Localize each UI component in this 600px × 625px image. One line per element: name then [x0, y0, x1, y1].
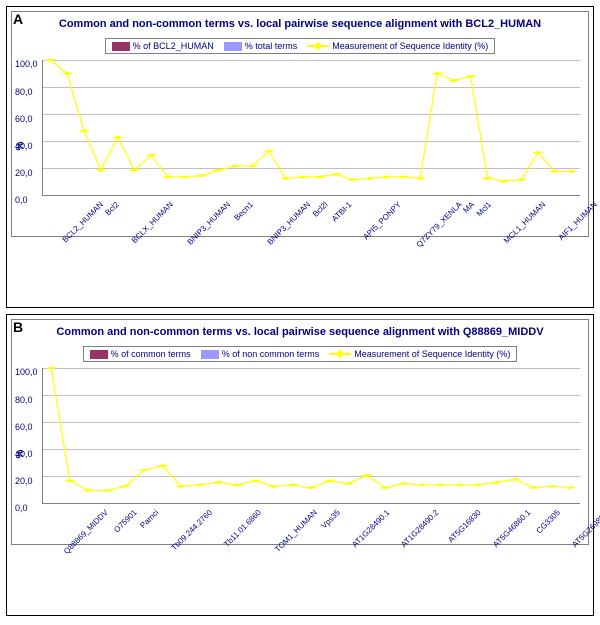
- x-label: CG3305: [534, 508, 581, 555]
- plot-b: % 0,020,040,060,080,0100,0Q88869_MIDDVO7…: [42, 368, 580, 540]
- x-labels: Q88869_MIDDVO75901PamciTb09.244.2760Tb11…: [42, 504, 580, 540]
- legend-item-s3: Measurement of Sequence Identity (%): [307, 41, 488, 52]
- ylabel: 100,0: [15, 367, 38, 377]
- x-label: MCL1_HUMAN: [502, 200, 566, 264]
- ylabel: 40,0: [15, 141, 33, 151]
- ylabel: 60,0: [15, 114, 33, 124]
- chart-a-legend: % of BCL2_HUMAN % total terms Measuremen…: [105, 38, 496, 55]
- legend-label-s2: % of non common terms: [222, 349, 320, 359]
- plot-a: % 0,020,040,060,080,0100,0BCL2_HUMANBcl2…: [42, 60, 580, 232]
- legend-label-s3: Measurement of Sequence Identity (%): [332, 41, 488, 51]
- ylabel: 80,0: [15, 395, 33, 405]
- panel-b: B Common and non-common terms vs. local …: [6, 314, 594, 616]
- ylabel: 0,0: [15, 195, 28, 205]
- panel-a: A Common and non-common terms vs. local …: [6, 6, 594, 308]
- panel-letter-a: A: [13, 11, 23, 27]
- ylabel: 20,0: [15, 476, 33, 486]
- x-label: AT5G16830: [446, 508, 502, 564]
- line-swatch: [329, 349, 351, 359]
- swatch-s1: [112, 42, 130, 51]
- ylabel: 20,0: [15, 168, 33, 178]
- legend-item-s3: Measurement of Sequence Identity (%): [329, 349, 510, 360]
- x-label: BCLX_HUMAN: [130, 200, 194, 264]
- x-label: API5_PONPY: [362, 200, 423, 261]
- page: A Common and non-common terms vs. local …: [0, 0, 600, 625]
- x-label: AIF1_HUMAN: [556, 200, 600, 261]
- x-label: AT1G28490.1: [350, 508, 410, 568]
- x-label: Tb11.01.6860: [222, 508, 282, 568]
- ylabel: 100,0: [15, 59, 38, 69]
- chart-b-legend: % of common terms % of non common terms …: [83, 346, 518, 363]
- ylabel: 60,0: [15, 422, 33, 432]
- swatch-s2: [224, 42, 242, 51]
- bars: [42, 368, 580, 504]
- x-label: AT5G46860.1: [491, 508, 551, 568]
- chart-b-title: Common and non-common terms vs. local pa…: [12, 320, 588, 342]
- legend-item-s2: % total terms: [224, 41, 298, 51]
- legend-label-s1: % of common terms: [111, 349, 191, 359]
- swatch-s2: [201, 350, 219, 359]
- x-labels: BCL2_HUMANBcl2BCLX_HUMANBNIP3_HUMANBecn1…: [42, 196, 580, 232]
- legend-item-s1: % of common terms: [90, 349, 191, 359]
- chart-a-title: Common and non-common terms vs. local pa…: [12, 12, 588, 34]
- bars: [42, 60, 580, 196]
- panel-letter-b: B: [13, 319, 23, 335]
- x-label: AT5G26980.1: [570, 508, 600, 568]
- legend-label-s2: % total terms: [245, 41, 298, 51]
- line-swatch: [307, 41, 329, 51]
- legend-label-s1: % of BCL2_HUMAN: [133, 41, 214, 51]
- ylabel: 0,0: [15, 503, 28, 513]
- chart-b: Common and non-common terms vs. local pa…: [11, 319, 589, 545]
- legend-item-s1: % of BCL2_HUMAN: [112, 41, 214, 51]
- x-label: Q88869_MIDDV: [62, 508, 129, 575]
- legend-label-s3: Measurement of Sequence Identity (%): [354, 349, 510, 359]
- ylabel: 40,0: [15, 449, 33, 459]
- swatch-s1: [90, 350, 108, 359]
- ylabel: 80,0: [15, 87, 33, 97]
- legend-item-s2: % of non common terms: [201, 349, 320, 359]
- chart-a: Common and non-common terms vs. local pa…: [11, 11, 589, 237]
